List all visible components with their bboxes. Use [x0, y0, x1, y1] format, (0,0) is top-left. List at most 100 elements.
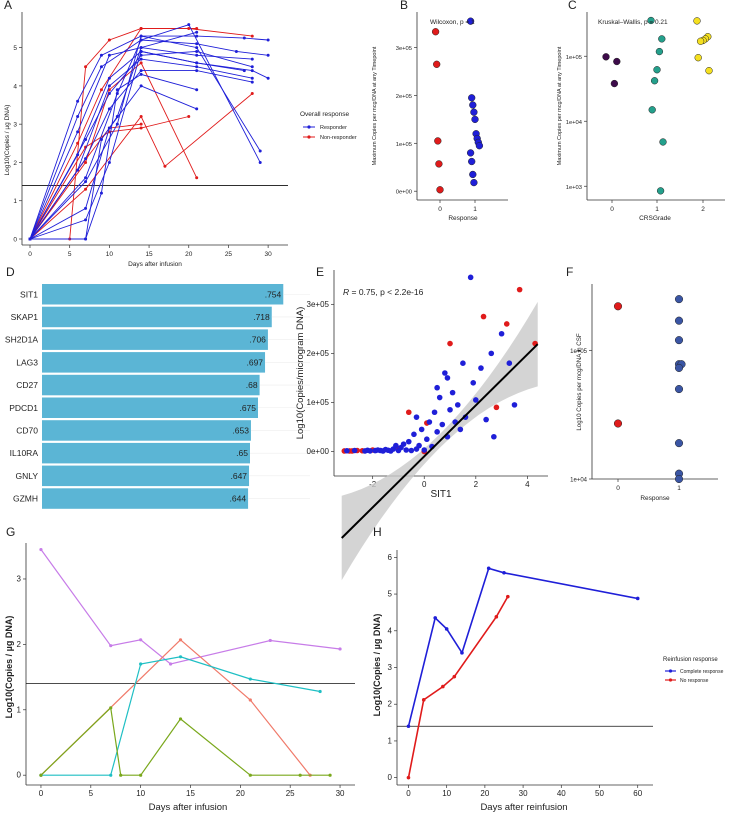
- panel-d-value-label: .706: [249, 335, 266, 345]
- panel-c-point: [602, 53, 610, 61]
- panel-a-series-line: [29, 50, 245, 240]
- panel-d-category-label: GZMH: [13, 494, 38, 504]
- panel-a-point: [84, 160, 88, 164]
- panel-e-point-blue: [434, 384, 440, 391]
- panel-a-point: [84, 137, 88, 141]
- panel-g-point: [248, 773, 252, 777]
- panel-g-point: [318, 689, 322, 694]
- panel-a-point: [107, 92, 111, 96]
- panel-a-point: [84, 206, 88, 210]
- panel-a-point: [139, 26, 143, 30]
- panel-e-point-blue: [457, 426, 464, 433]
- panel-g-point: [39, 773, 43, 777]
- panel-e-annotation-text: = 0.75, p < 2.2e-16: [349, 287, 423, 297]
- panel-d-category-label: GNLY: [15, 471, 38, 481]
- panel-g-point: [139, 773, 143, 777]
- panel-h-y-tick-label: 1: [388, 736, 393, 745]
- panel-g-x-tick-label: 15: [186, 789, 195, 798]
- panel-a-series-line: [29, 39, 269, 240]
- panel-d-value-label: .653: [232, 425, 249, 435]
- panel-b-point: [466, 149, 475, 157]
- panel-e-point-blue: [424, 436, 430, 443]
- panel-b-point: [470, 108, 478, 116]
- panel-d-category-label: SKAP1: [11, 312, 39, 322]
- panel-a-point: [107, 53, 111, 57]
- panel-b-point: [469, 101, 477, 109]
- panel-a-point: [139, 126, 143, 130]
- panel-c-y-tick-label: 1e+05: [566, 55, 582, 61]
- panel-a-x-tick-label: 10: [106, 251, 114, 258]
- panel-h-point: [486, 566, 491, 571]
- panel-c-point: [659, 138, 667, 146]
- panel-h-point: [502, 570, 506, 575]
- panel-b-x-label: Response: [448, 215, 478, 222]
- panel-c-point: [705, 67, 713, 75]
- panel-a-point: [115, 88, 119, 92]
- panel-e-point-blue: [442, 370, 448, 376]
- panel-h-x-tick-label: 20: [480, 789, 489, 798]
- panel-c-point: [658, 35, 666, 43]
- panel-g-point: [119, 773, 123, 777]
- panel-b-x-tick-label: 0: [438, 206, 442, 213]
- panel-b-annotation: Wilcoxon, p = 1: [430, 19, 475, 26]
- panel-a-point: [250, 57, 254, 61]
- panel-c-y-tick-label: 1e+04: [566, 120, 583, 126]
- panel-a-point: [107, 38, 111, 42]
- panel-h-legend-swatch-dot: [668, 669, 673, 673]
- panel-a-legend-title: Overall response: [300, 111, 350, 118]
- panel-e-point-blue: [454, 402, 461, 408]
- panel-g-point: [109, 706, 113, 710]
- panel-h-point: [494, 615, 499, 619]
- panel-d-value-label: .68: [246, 380, 258, 390]
- panel-d-category-label: LAG3: [16, 357, 38, 367]
- panel-e-point-red: [480, 313, 487, 320]
- panel-c-letter: C: [568, 0, 577, 12]
- panel-d-value-label: .647: [230, 471, 247, 481]
- panel-a-point: [107, 107, 111, 111]
- panel-f-x-tick-label: 1: [677, 485, 681, 492]
- panel-h-x-label: Days after reinfusion: [480, 802, 567, 813]
- panel-e-point-blue: [467, 274, 474, 281]
- panel-h-x-tick-label: 30: [519, 789, 528, 798]
- panel-a-point: [139, 69, 143, 73]
- panel-d-bar: [42, 329, 268, 350]
- panel-h-point: [460, 651, 464, 655]
- panel-a-point: [139, 115, 143, 119]
- panel-e-point-blue: [488, 350, 495, 357]
- panel-b-point: [471, 115, 479, 124]
- panel-a-point: [258, 149, 262, 153]
- panel-e-point-blue: [460, 360, 466, 366]
- panel-c-annotation: Kruskal–Wallis, p = 0.21: [598, 19, 668, 26]
- panel-b-letter: B: [400, 0, 408, 12]
- panel-a-point: [139, 34, 143, 38]
- panel-h-point: [406, 775, 411, 780]
- panel-h-point: [441, 684, 445, 689]
- panel-a-point: [195, 26, 199, 30]
- panel-c-point: [650, 77, 659, 85]
- panel-a-legend-swatch-dot: [307, 125, 311, 129]
- panel-h-legend-label: No response: [680, 678, 709, 684]
- panel-a-point: [250, 92, 254, 96]
- panel-a-point: [139, 84, 143, 88]
- panel-a-x-tick-label: 15: [145, 251, 153, 258]
- panel-a-point: [250, 34, 254, 38]
- panel-c-point: [696, 37, 705, 45]
- panel-a-point: [84, 237, 88, 241]
- panel-e-x-tick-label: 2: [474, 480, 479, 489]
- panel-g-y-tick-label: 1: [17, 705, 22, 714]
- panel-a-point: [250, 76, 254, 80]
- panel-a-point: [195, 30, 199, 34]
- panel-d-bar: [42, 306, 272, 328]
- panel-e-point-blue: [421, 447, 428, 453]
- panel-e-point-blue: [418, 426, 425, 433]
- panel-g-point: [268, 638, 272, 643]
- panel-b-y-tick-label: 1e+05: [396, 142, 412, 148]
- panel-h-y-label: Log10(Copies / µg DNA): [372, 614, 382, 717]
- panel-a-point: [84, 65, 88, 69]
- panel-e-point-blue: [478, 365, 484, 371]
- panel-a-point: [139, 122, 143, 126]
- panel-d-bar: [42, 352, 266, 373]
- panel-a-legend-swatch-dot: [307, 135, 311, 139]
- panel-a-x-tick-label: 20: [185, 251, 193, 258]
